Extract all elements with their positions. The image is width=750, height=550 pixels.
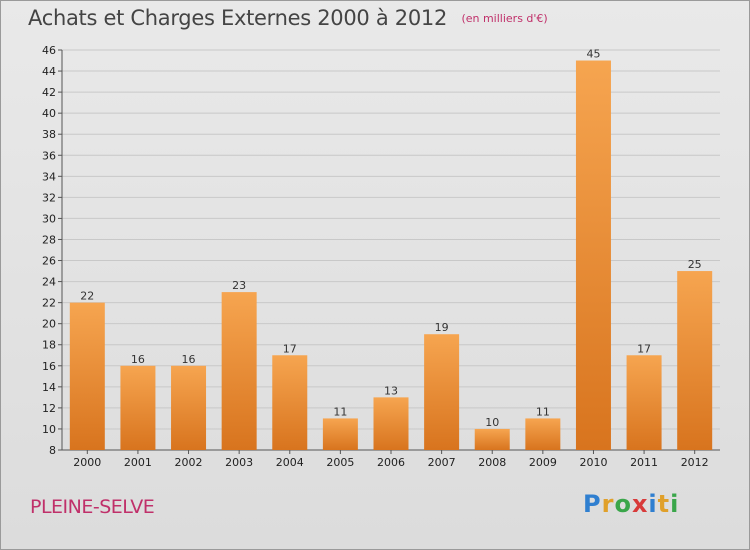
- bar-2008[interactable]: [474, 428, 510, 450]
- x-tick-label-2000: 2000: [73, 456, 101, 469]
- proxiti-logo[interactable]: Proxiti: [583, 490, 679, 518]
- y-tick-label: 16: [42, 360, 56, 373]
- x-tick-label-2001: 2001: [124, 456, 152, 469]
- bar-2011[interactable]: [626, 355, 662, 450]
- x-tick-label-2008: 2008: [478, 456, 506, 469]
- bar-2001[interactable]: [120, 365, 156, 450]
- value-label-2008: 10: [485, 416, 499, 429]
- logo-letter: P: [583, 490, 602, 518]
- bar-2006[interactable]: [373, 397, 409, 450]
- value-label-2001: 16: [131, 353, 145, 366]
- y-tick-label: 24: [42, 276, 56, 289]
- x-tick-label-2005: 2005: [326, 456, 354, 469]
- bar-2005[interactable]: [322, 418, 358, 450]
- bar-2007[interactable]: [424, 334, 460, 450]
- x-tick-label-2009: 2009: [529, 456, 557, 469]
- chart-title: Achats et Charges Externes 2000 à 2012 (…: [28, 6, 548, 30]
- y-tick-label: 42: [42, 86, 56, 99]
- value-label-2011: 17: [637, 342, 651, 355]
- chart-title-text: Achats et Charges Externes 2000 à 2012: [28, 6, 448, 30]
- y-tick-label: 18: [42, 339, 56, 352]
- bar-2000[interactable]: [69, 302, 105, 450]
- bar-2010[interactable]: [575, 60, 611, 451]
- bar-2004[interactable]: [272, 355, 308, 450]
- bar-2003[interactable]: [221, 292, 257, 450]
- bar-2002[interactable]: [171, 365, 207, 450]
- commune-name: PLEINE-SELVE: [30, 496, 155, 518]
- y-tick-label: 32: [42, 191, 56, 204]
- value-label-2007: 19: [435, 321, 449, 334]
- value-label-2012: 25: [688, 258, 702, 271]
- y-tick-label: 34: [42, 170, 56, 183]
- bar-layer: [69, 60, 713, 451]
- y-tick-label: 14: [42, 381, 56, 394]
- y-tick-label: 22: [42, 297, 56, 310]
- logo-letter: i: [670, 490, 680, 518]
- y-tick-label: 30: [42, 212, 56, 225]
- y-tick-label: 44: [42, 65, 56, 78]
- y-tick-label: 12: [42, 402, 56, 415]
- x-tick-label-2006: 2006: [377, 456, 405, 469]
- value-label-2003: 23: [232, 279, 246, 292]
- y-tick-label: 46: [42, 44, 56, 57]
- bar-2009[interactable]: [525, 418, 561, 450]
- x-tick-label-2004: 2004: [276, 456, 304, 469]
- value-label-2000: 22: [80, 290, 94, 303]
- bar-2012[interactable]: [677, 271, 713, 450]
- value-label-2010: 45: [586, 48, 600, 61]
- x-tick-label-2003: 2003: [225, 456, 253, 469]
- value-label-2004: 17: [283, 342, 297, 355]
- y-tick-label: 38: [42, 128, 56, 141]
- logo-letter: o: [614, 490, 632, 518]
- value-label-2002: 16: [182, 353, 196, 366]
- x-tick-label-2002: 2002: [175, 456, 203, 469]
- y-tick-label: 8: [49, 444, 56, 457]
- y-tick-label: 26: [42, 255, 56, 268]
- logo-letter: r: [601, 490, 615, 518]
- label-layer: 22 16 16 23 17 11 13 19 10 11 45 17 25: [80, 48, 701, 429]
- logo-letter: x: [631, 490, 649, 518]
- value-label-2006: 13: [384, 384, 398, 397]
- y-tick-label: 40: [42, 107, 56, 120]
- x-tick-label-2007: 2007: [428, 456, 456, 469]
- x-tick-label-2012: 2012: [681, 456, 709, 469]
- logo-letter: i: [648, 490, 658, 518]
- value-label-2005: 11: [333, 405, 347, 418]
- value-label-2009: 11: [536, 405, 550, 418]
- chart-subtitle: (en milliers d'€): [461, 12, 548, 25]
- y-tick-label: 36: [42, 149, 56, 162]
- y-tick-label: 20: [42, 318, 56, 331]
- y-tick-label: 28: [42, 233, 56, 246]
- x-tick-label-2010: 2010: [579, 456, 607, 469]
- logo-letter: t: [657, 490, 671, 518]
- y-tick-label: 10: [42, 423, 56, 436]
- x-tick-label-2011: 2011: [630, 456, 658, 469]
